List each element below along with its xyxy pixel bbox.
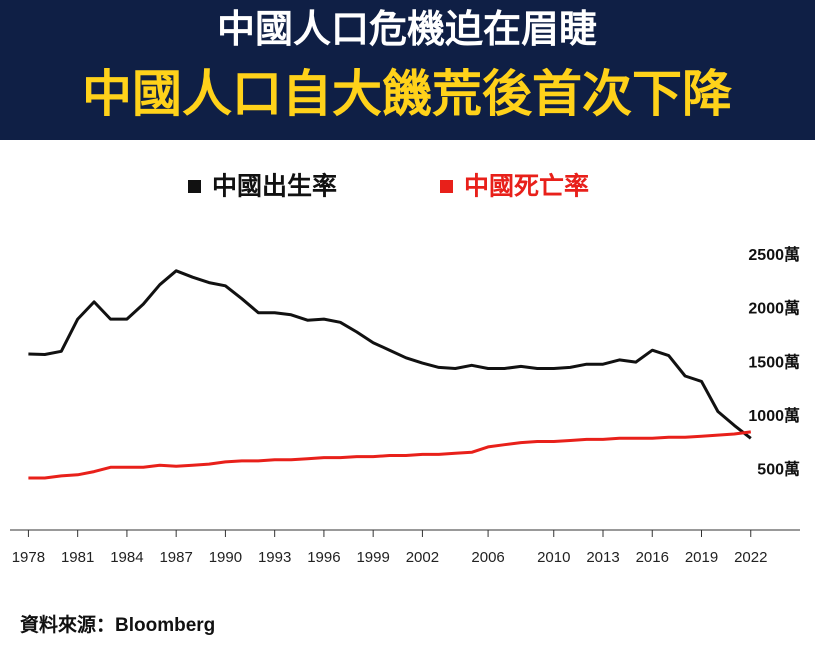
y-tick-label: 2500萬 bbox=[748, 245, 800, 264]
y-tick-label: 2000萬 bbox=[748, 299, 800, 318]
chart-title: 中國人口危機迫在眉睫 bbox=[217, 9, 597, 51]
x-tick-label: 1996 bbox=[307, 549, 340, 566]
series-line bbox=[28, 430, 751, 480]
x-tick-label: 1984 bbox=[110, 549, 143, 566]
chart-subtitle: 中國人口自大饑荒後首次下降 bbox=[82, 66, 732, 122]
x-tick-label: 2010 bbox=[537, 549, 570, 566]
x-tick-label: 2016 bbox=[636, 549, 669, 566]
x-tick-label: 1993 bbox=[258, 549, 291, 566]
x-tick-label: 1978 bbox=[12, 549, 45, 566]
header-band bbox=[0, 0, 815, 140]
x-tick-label: 2019 bbox=[685, 549, 718, 566]
x-tick-label: 1999 bbox=[356, 549, 389, 566]
x-tick-label: 1990 bbox=[209, 549, 242, 566]
legend-swatch bbox=[188, 180, 201, 193]
y-tick-label: 1000萬 bbox=[748, 406, 800, 425]
x-tick-label: 2022 bbox=[734, 549, 767, 566]
legend-label: 中國出生率 bbox=[212, 172, 337, 201]
legend-swatch bbox=[440, 180, 453, 193]
series-line bbox=[28, 269, 752, 440]
y-tick-label: 1500萬 bbox=[748, 352, 800, 371]
x-tick-label: 1987 bbox=[159, 549, 192, 566]
y-tick-label: 500萬 bbox=[757, 460, 800, 479]
x-tick-label: 2013 bbox=[586, 549, 619, 566]
x-tick-label: 2002 bbox=[406, 549, 439, 566]
x-tick-label: 1981 bbox=[61, 549, 94, 566]
x-tick-label: 2006 bbox=[471, 549, 504, 566]
source-note: 資料來源：Bloomberg bbox=[20, 613, 215, 636]
legend-label: 中國死亡率 bbox=[464, 172, 589, 201]
